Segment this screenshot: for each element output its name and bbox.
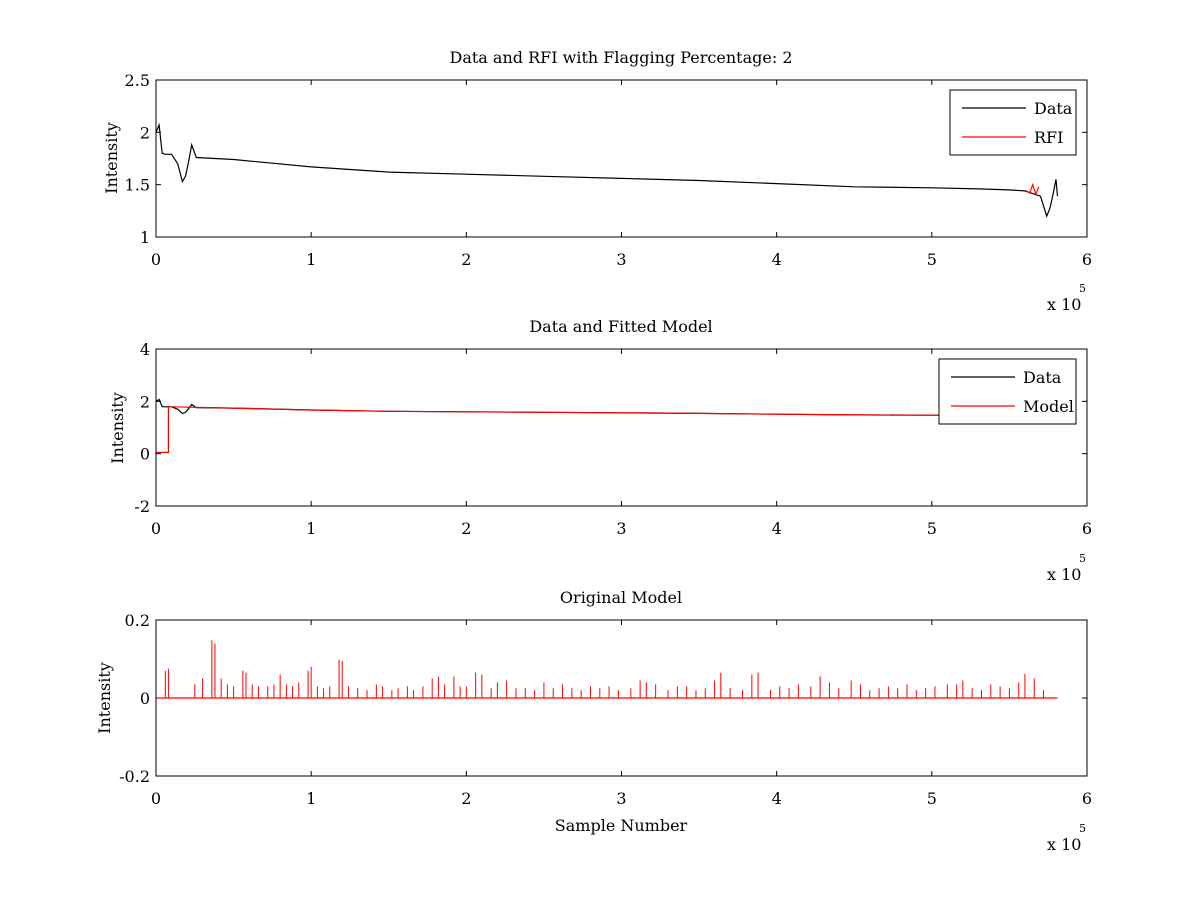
legend: Data Model [938,358,1077,425]
y-axis-label: Intensity [95,662,114,734]
chart-title: Data and Fitted Model [529,317,712,336]
x-tick-label: 4 [772,250,782,269]
x-tick-label: 3 [616,250,626,269]
x-tick-label: 3 [616,519,626,538]
chart-title: Original Model [560,588,682,607]
axes-frame [155,79,1088,238]
x-tick-label: 2 [461,250,471,269]
plot-area [155,398,940,453]
y-axis-label: Intensity [102,122,121,194]
y-tick-label: -2 [134,497,150,516]
panel-data-rfi: Data and RFI with Flagging Percentage: 2… [102,48,1092,314]
x-tick-label: 4 [772,519,782,538]
plot-area [156,640,1058,699]
legend-label-rfi: RFI [1034,128,1063,147]
y-tick-label: 2 [140,123,150,142]
y-tick-label: 1 [140,228,150,247]
x-multiplier-exponent: 5 [1079,282,1086,295]
x-tick-label: 5 [927,519,937,538]
x-multiplier: x 10 5 [1047,822,1086,854]
x-tick-label: 0 [151,519,161,538]
x-tick-label: 4 [772,789,782,808]
x-tick-label: 1 [306,519,316,538]
legend-box [938,358,1077,425]
x-multiplier-exponent: 5 [1079,552,1086,565]
y-axis-label: Intensity [108,392,127,464]
y-tick-label: 0 [140,689,150,708]
x-multiplier-exponent: 5 [1079,822,1086,835]
x-multiplier: x 10 5 [1047,282,1086,314]
axes-frame [155,619,1088,777]
axes-frame [155,348,1088,507]
x-tick-label: 0 [151,250,161,269]
legend: Data RFI [949,89,1077,156]
y-tick-label: 0 [140,445,150,464]
x-tick-label: 1 [306,789,316,808]
legend-box [949,89,1077,156]
x-tick-label: 5 [927,250,937,269]
legend-label-model: Model [1023,397,1074,416]
chart-title: Data and RFI with Flagging Percentage: 2 [449,48,792,67]
x-tick-label: 1 [306,250,316,269]
series-line-data [155,122,1059,218]
legend-label-data: Data [1034,99,1073,118]
panel-data-model: Data and Fitted Model Intensity 0 1 2 3 4 5 6 -… [108,317,1092,584]
x-multiplier: x 10 5 [1047,552,1086,584]
x-tick-label: 6 [1082,519,1092,538]
x-tick-label: 0 [151,789,161,808]
x-tick-label: 5 [927,789,937,808]
x-tick-label: 2 [461,519,471,538]
x-multiplier-base: x 10 [1047,565,1081,584]
plot-area [155,122,1059,218]
x-tick-label: 6 [1082,250,1092,269]
x-tick-label: 3 [616,789,626,808]
y-tick-label: 4 [140,340,150,359]
x-multiplier-base: x 10 [1047,835,1081,854]
x-tick-label: 2 [461,789,471,808]
y-tick-label: -0.2 [119,767,150,786]
x-axis-label: Sample Number [555,816,688,835]
x-tick-label: 6 [1082,789,1092,808]
y-tick-label: 2 [140,392,150,411]
y-tick-label: 2.5 [125,71,150,90]
y-tick-label: 0.2 [125,611,150,630]
legend-label-data: Data [1023,368,1062,387]
panel-original-model: Original Model Intensity 0 1 2 3 4 5 6-0.200.2… [95,588,1092,854]
series-line-rfi [1026,182,1040,196]
x-multiplier-base: x 10 [1047,295,1081,314]
y-tick-label: 1.5 [125,176,150,195]
series-line-model [156,406,940,453]
